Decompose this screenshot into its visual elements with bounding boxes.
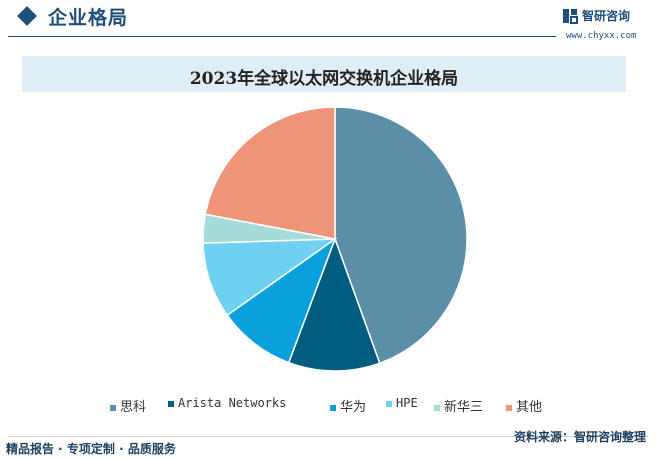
legend-item-0: 思科 [110,396,146,415]
legend-label-4: 新华三 [444,400,484,415]
header-divider [8,36,556,37]
chart-title: 2023年全球以太网交换机企业格局 [189,69,459,89]
pie-slice-0 [334,106,468,365]
legend-label-2: 华为 [340,400,367,415]
pie-slice-2 [226,236,337,364]
legend-label-3: HPE [396,396,418,410]
legend-item-1: Arista Networks [168,396,286,411]
pie-slice-3 [202,238,338,317]
legend-label-1: Arista Networks [178,396,287,410]
pie-slice-5 [204,106,336,240]
legend-swatch-4 [434,404,440,411]
legend-item-4: 新华三 [434,396,483,415]
brand-logo-icon [563,9,578,24]
legend-swatch-1 [168,400,174,407]
legend-item-3: HPE [386,396,418,411]
footer-source: 资料来源：智研咨询整理 [513,430,646,444]
legend-swatch-2 [330,404,336,411]
page-title: 企业格局 [48,7,129,29]
legend-label-5: 其他 [516,400,543,415]
brand-name: 智研咨询 [582,9,631,23]
legend-swatch-5 [506,404,512,411]
pie-slice-1 [287,236,381,372]
legend-item-2: 华为 [330,396,366,415]
chart-legend: 思科 Arista Networks 华为 HPE 新华三 其他 [0,396,656,416]
legend-swatch-3 [386,400,392,407]
brand-url: www.chyxx.com [566,31,637,41]
footer-slogan: 精品报告 · 专项定制 · 品质服务 [6,442,176,456]
chart-title-bar: 2023年全球以太网交换机企业格局 [22,56,626,92]
legend-item-5: 其他 [506,396,542,415]
footer-divider [8,436,648,437]
legend-label-0: 思科 [120,400,147,415]
page-header: 企业格局 智研咨询 www.chyxx.com [0,0,656,41]
legend-swatch-0 [110,404,116,411]
